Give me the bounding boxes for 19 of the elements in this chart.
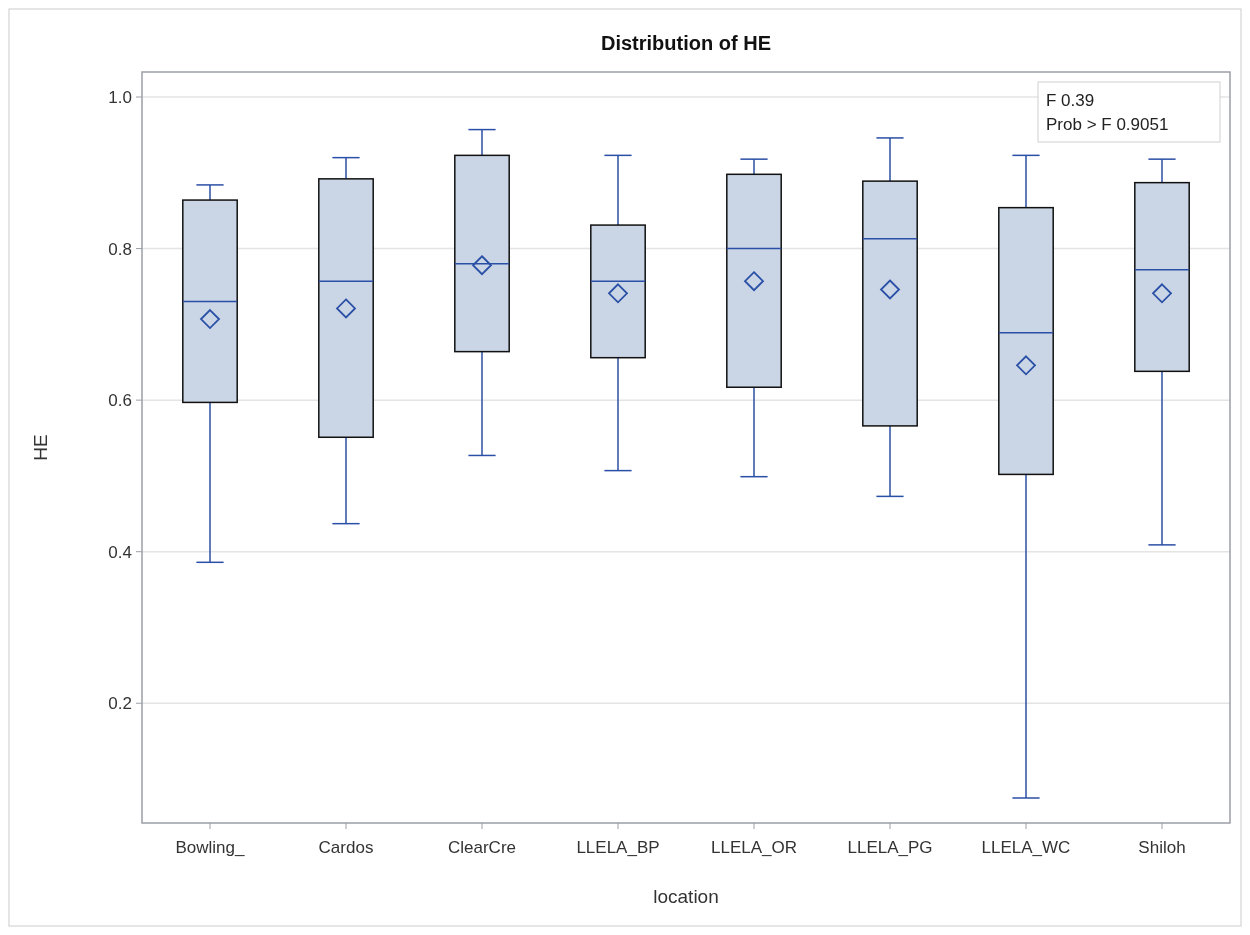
chart-title: Distribution of HE [601, 32, 771, 54]
y-tick-label: 0.8 [108, 239, 132, 259]
annotation: Prob > F 0.9051 [1046, 115, 1169, 134]
x-tick-label: Cardos [318, 838, 374, 857]
y-tick-label: 0.6 [108, 391, 132, 411]
annotation: F 0.39 [1046, 91, 1095, 110]
x-tick-label: ClearCre [447, 838, 517, 857]
y-axis-title: HE [30, 434, 51, 461]
x-tick-label: Shiloh [1138, 838, 1186, 857]
x-tick-label: LLELA_BP [576, 838, 660, 857]
y-tick-label: 0.4 [108, 542, 132, 562]
x-tick-label: LLELA_OR [711, 838, 797, 857]
x-tick-label: LLELA_PG [847, 838, 933, 857]
x-tick-label: LLELA_WC [981, 838, 1071, 857]
statistics-inset: F 0.39 Prob > F 0.9051 [1037, 81, 1221, 143]
y-tick-label: 1.0 [108, 87, 132, 107]
x-axis-title: location [653, 886, 719, 907]
x-tick-label: Bowling_ [175, 838, 246, 857]
y-tick-label: 0.2 [108, 694, 132, 714]
